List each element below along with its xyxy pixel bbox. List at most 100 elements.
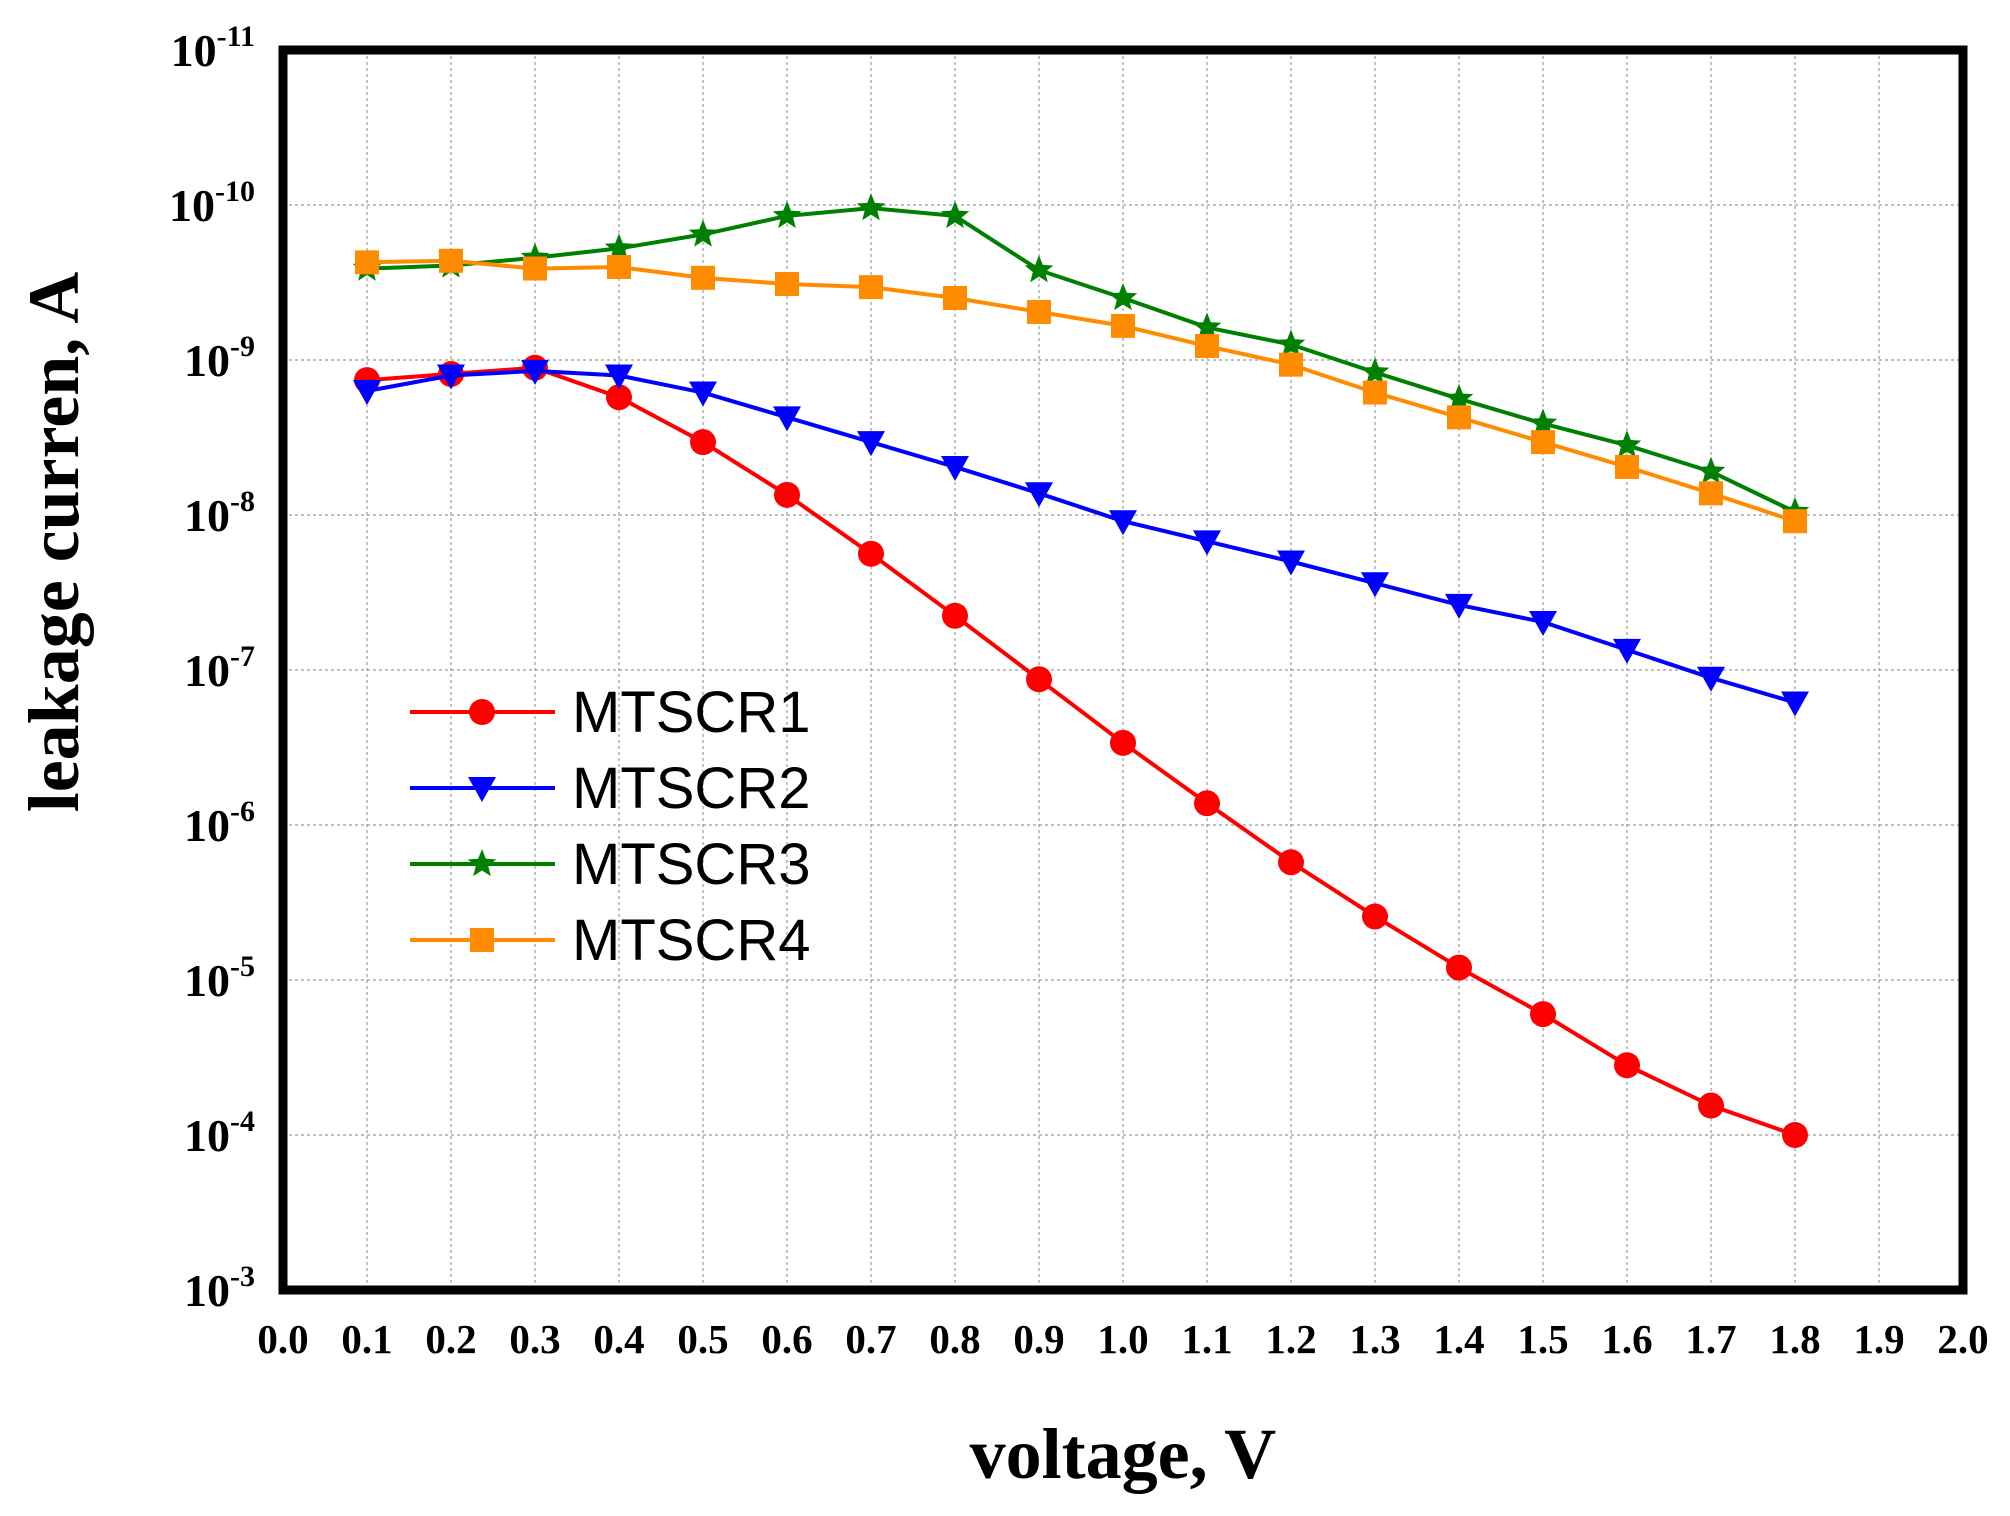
x-tick-label: 1.9 — [1853, 1316, 1904, 1362]
mtscr1-point — [858, 540, 884, 567]
mtscr2-point — [1277, 550, 1305, 576]
legend-marker-mtscr4 — [470, 928, 494, 952]
mtscr4-point — [691, 265, 715, 290]
x-tick-label: 1.7 — [1685, 1316, 1736, 1362]
y-tick-labels: 10-11 10-10 10-9 10-8 10-7 10-6 10-5 10-4 10-3 — [169, 20, 255, 1316]
mtscr2-point — [1361, 572, 1389, 598]
mtscr1-point — [690, 429, 716, 456]
mtscr1-point — [1614, 1052, 1640, 1079]
legend-label-mtscr3: MTSCR3 — [572, 832, 810, 897]
mtscr2-point — [1445, 593, 1473, 619]
mtscr4-point — [1615, 454, 1639, 479]
y-tick-label: 10-9 — [184, 330, 255, 386]
mtscr3-point — [604, 233, 634, 261]
series-mtscr2 — [353, 359, 1809, 717]
mtscr1-point — [1446, 954, 1472, 981]
legend-item-mtscr3: MTSCR3 — [410, 832, 810, 897]
mtscr1-point — [606, 384, 632, 411]
x-tick-label: 0.2 — [425, 1316, 476, 1362]
legend-item-mtscr1: MTSCR1 — [410, 680, 810, 745]
y-tick-label: 10-3 — [184, 1260, 255, 1316]
legend-marker-mtscr1 — [469, 699, 495, 725]
mtscr1-point — [1278, 849, 1304, 876]
mtscr1-point — [1530, 1001, 1556, 1028]
x-tick-label: 0.6 — [761, 1316, 812, 1362]
mtscr2-point — [941, 455, 969, 481]
legend-label-mtscr4: MTSCR4 — [572, 908, 810, 973]
mtscr4-point — [1279, 352, 1303, 377]
mtscr1-point — [774, 481, 800, 508]
mtscr2-point — [1781, 691, 1809, 717]
plot-frame — [278, 45, 1968, 1295]
mtscr2-point — [689, 381, 717, 407]
x-tick-label: 0.3 — [509, 1316, 560, 1362]
mtscr2-point — [1109, 510, 1137, 536]
x-tick-label: 1.2 — [1265, 1316, 1316, 1362]
mtscr4-point — [1027, 299, 1051, 324]
y-tick-label: 10-4 — [184, 1105, 255, 1161]
x-tick-label: 0.0 — [257, 1316, 308, 1362]
mtscr3-point — [1696, 456, 1726, 484]
mtscr2-point — [437, 364, 465, 390]
mtscr4-point — [439, 248, 463, 273]
x-tick-label: 1.8 — [1769, 1316, 1820, 1362]
plot-series — [352, 193, 1810, 1148]
mtscr2-point — [1193, 530, 1221, 556]
y-axis-label: leakage curren, A — [14, 272, 94, 813]
mtscr4-point — [1531, 430, 1555, 455]
mtscr2-point — [521, 359, 549, 385]
mtscr2-point — [605, 364, 633, 390]
x-tick-label: 0.5 — [677, 1316, 728, 1362]
series-mtscr4 — [355, 248, 1807, 534]
mtscr4-point — [1783, 509, 1807, 534]
mtscr3-point — [520, 242, 550, 270]
legend-label-mtscr1: MTSCR1 — [572, 680, 810, 745]
mtscr3-point — [1108, 283, 1138, 311]
mtscr1-point — [1698, 1092, 1724, 1119]
y-tick-label: 10-8 — [184, 485, 255, 541]
mtscr3-line — [366, 206, 1796, 514]
mtscr4-point — [607, 255, 631, 279]
mtscr3-point — [688, 219, 718, 247]
mtscr3-point — [1024, 255, 1054, 283]
x-tick-label: 1.1 — [1181, 1316, 1232, 1362]
mtscr4-point — [523, 256, 547, 281]
legend-item-mtscr4: MTSCR4 — [410, 908, 810, 973]
mtscr4-point — [943, 286, 967, 310]
mtscr2-point — [773, 406, 801, 432]
mtscr4-point — [355, 250, 379, 275]
y-tick-label: 10-7 — [184, 640, 255, 696]
mtscr4-point — [775, 272, 799, 297]
mtscr1-point — [1782, 1122, 1808, 1148]
mtscr1-point — [1026, 666, 1052, 693]
legend: MTSCR1 MTSCR2 MTSCR3 MTSCR4 — [410, 680, 810, 973]
mtscr4-point — [859, 275, 883, 300]
mtscr3-point — [772, 200, 802, 228]
mtscr3-point — [1192, 312, 1222, 340]
y-tick-label: 10-6 — [184, 795, 255, 851]
mtscr4-line — [366, 258, 1796, 524]
y-tick-label: 10-11 — [171, 20, 255, 76]
mtscr2-point — [1697, 666, 1725, 692]
y-tick-label: 10-5 — [184, 950, 255, 1006]
mtscr4-point — [1699, 481, 1723, 506]
legend-label-mtscr2: MTSCR2 — [572, 756, 810, 821]
mtscr2-point — [1613, 638, 1641, 664]
x-tick-label: 2.0 — [1937, 1316, 1988, 1362]
mtscr3-point — [1360, 357, 1390, 385]
mtscr1-point — [942, 602, 968, 629]
mtscr2-point — [353, 380, 381, 405]
mtscr2-point — [1025, 482, 1053, 508]
legend-marker-mtscr2 — [468, 777, 496, 802]
mtscr3-point — [940, 200, 970, 228]
mtscr4-point — [1363, 380, 1387, 405]
mtscr2-line — [366, 368, 1796, 705]
mtscr1-point — [1362, 903, 1388, 930]
x-tick-label: 0.1 — [341, 1316, 392, 1362]
mtscr3-point — [1528, 408, 1558, 436]
mtscr2-point — [857, 431, 885, 457]
x-tick-label: 1.5 — [1517, 1316, 1568, 1362]
x-tick-label: 1.4 — [1433, 1316, 1484, 1362]
